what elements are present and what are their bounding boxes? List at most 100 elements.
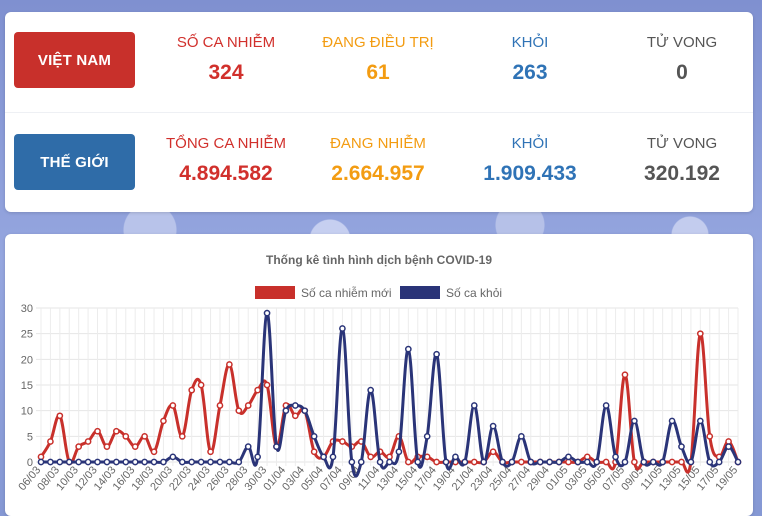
world-button[interactable]: THẾ GIỚI [14, 134, 135, 190]
recovered-point[interactable] [329, 453, 337, 461]
recovered-point[interactable] [113, 458, 120, 466]
recovered-point[interactable] [668, 417, 676, 425]
recovered-point[interactable] [395, 448, 403, 456]
new-cases-point[interactable] [678, 458, 685, 466]
recovered-point[interactable] [75, 458, 83, 466]
new-cases-point[interactable] [489, 448, 497, 456]
new-cases-point[interactable] [169, 402, 177, 409]
recovered-point[interactable] [696, 417, 704, 425]
new-cases-point[interactable] [122, 432, 130, 440]
recovered-point[interactable] [574, 458, 582, 466]
new-cases-point[interactable] [94, 427, 101, 435]
new-cases-point[interactable] [310, 448, 318, 456]
recovered-point[interactable] [339, 325, 346, 332]
new-cases-point[interactable] [631, 458, 638, 466]
recovered-point[interactable] [414, 458, 422, 466]
new-cases-point[interactable] [470, 458, 478, 466]
new-cases-point[interactable] [602, 458, 610, 466]
new-cases-point[interactable] [150, 448, 158, 456]
legend-swatch-recovered[interactable] [400, 286, 440, 299]
recovered-point[interactable] [649, 458, 657, 466]
recovered-point[interactable] [423, 432, 431, 440]
recovered-point[interactable] [518, 432, 525, 440]
recovered-point[interactable] [273, 443, 280, 450]
recovered-point[interactable] [169, 453, 177, 461]
new-cases-point[interactable] [56, 412, 64, 420]
new-cases-point[interactable] [291, 412, 299, 420]
new-cases-point[interactable] [263, 381, 271, 389]
recovered-point[interactable] [178, 458, 186, 466]
recovered-point[interactable] [197, 458, 205, 466]
recovered-point[interactable] [461, 458, 469, 466]
new-cases-point[interactable] [47, 438, 54, 445]
recovered-point[interactable] [131, 458, 139, 466]
recovered-point[interactable] [65, 458, 73, 466]
new-cases-point[interactable] [668, 458, 676, 466]
recovered-point[interactable] [103, 458, 111, 466]
new-cases-point[interactable] [433, 458, 440, 466]
new-cases-point[interactable] [188, 386, 196, 394]
recovered-point[interactable] [706, 458, 714, 466]
new-cases-point[interactable] [113, 427, 120, 435]
recovered-point[interactable] [367, 386, 375, 394]
recovered-point[interactable] [244, 443, 252, 450]
new-cases-point[interactable] [706, 432, 714, 440]
recovered-point[interactable] [659, 458, 666, 466]
recovered-point[interactable] [263, 309, 271, 317]
new-cases-point[interactable] [367, 453, 375, 461]
recovered-point[interactable] [499, 458, 506, 466]
recovered-point[interactable] [386, 458, 393, 466]
recovered-point[interactable] [546, 458, 553, 466]
recovered-point[interactable] [725, 443, 732, 450]
recovered-point[interactable] [160, 458, 167, 466]
recovered-point[interactable] [489, 422, 497, 430]
new-cases-point[interactable] [178, 432, 186, 440]
recovered-point[interactable] [470, 402, 478, 409]
recovered-point[interactable] [150, 458, 158, 466]
recovered-point[interactable] [602, 402, 610, 409]
recovered-point[interactable] [631, 417, 638, 425]
recovered-point[interactable] [452, 453, 459, 461]
new-cases-point[interactable] [696, 330, 704, 338]
recovered-point[interactable] [508, 458, 516, 466]
recovered-point[interactable] [301, 407, 309, 415]
recovered-point[interactable] [565, 453, 572, 461]
new-cases-point[interactable] [621, 371, 629, 379]
recovered-point[interactable] [555, 458, 563, 466]
recovered-point[interactable] [357, 458, 365, 466]
recovered-point[interactable] [282, 407, 290, 415]
new-cases-point[interactable] [75, 443, 83, 450]
recovered-point[interactable] [291, 402, 299, 409]
recovered-point[interactable] [226, 458, 233, 466]
new-cases-point[interactable] [226, 361, 233, 368]
legend-label-new-cases[interactable]: Số ca nhiễm mới [301, 285, 392, 300]
new-cases-point[interactable] [84, 438, 92, 445]
recovered-point[interactable] [376, 458, 384, 466]
recovered-point[interactable] [320, 453, 327, 461]
recovered-point[interactable] [480, 458, 488, 466]
new-cases-point[interactable] [207, 448, 214, 456]
recovered-point[interactable] [310, 432, 318, 440]
recovered-point[interactable] [254, 453, 261, 461]
recovered-point[interactable] [94, 458, 101, 466]
recovered-point[interactable] [433, 350, 440, 358]
recovered-point[interactable] [84, 458, 92, 466]
recovered-point[interactable] [527, 458, 535, 466]
recovered-point[interactable] [715, 458, 723, 466]
recovered-point[interactable] [348, 458, 356, 466]
new-cases-point[interactable] [160, 417, 167, 425]
recovered-point[interactable] [37, 458, 45, 466]
legend-swatch-new-cases[interactable] [255, 286, 295, 299]
recovered-point[interactable] [216, 458, 224, 466]
new-cases-point[interactable] [254, 386, 261, 394]
recovered-point[interactable] [404, 345, 412, 353]
recovered-point[interactable] [593, 458, 601, 466]
new-cases-point[interactable] [216, 402, 224, 409]
recovered-point[interactable] [122, 458, 130, 466]
recovered-point[interactable] [442, 458, 450, 466]
new-cases-point[interactable] [339, 438, 346, 445]
new-cases-point[interactable] [244, 402, 252, 409]
recovered-point[interactable] [612, 453, 619, 461]
recovered-point[interactable] [207, 458, 214, 466]
recovered-point[interactable] [583, 458, 591, 466]
